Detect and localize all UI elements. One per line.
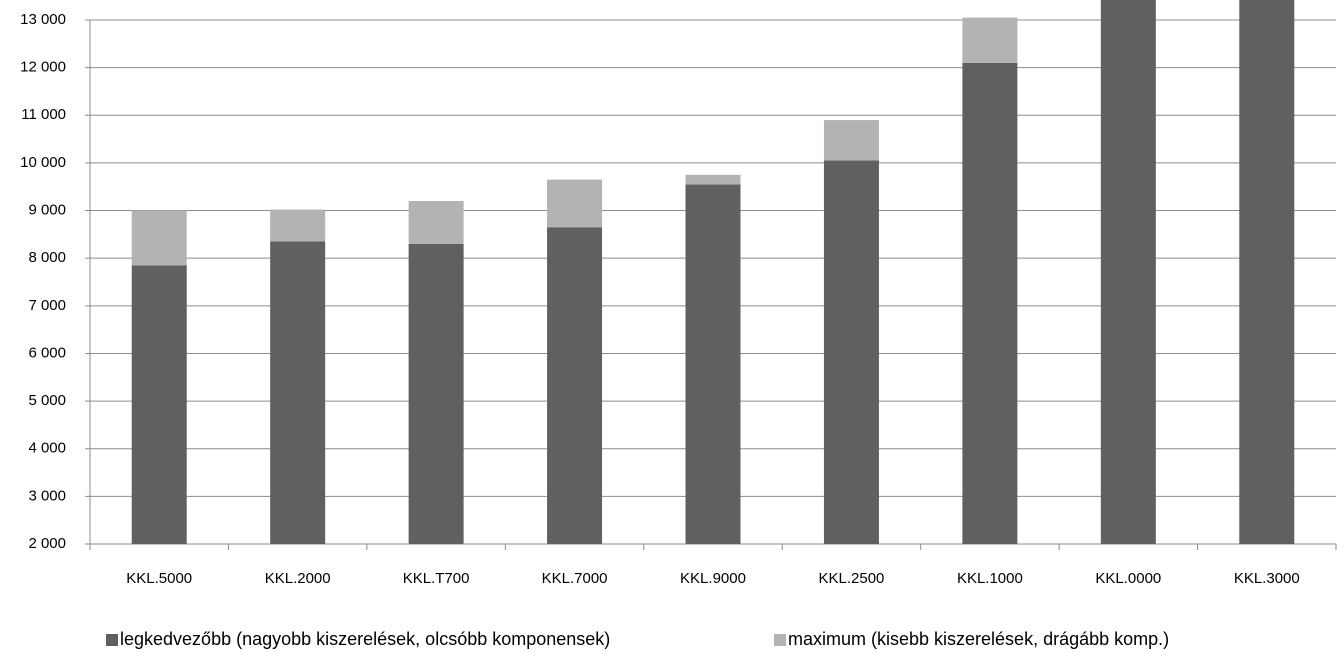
y-tick-label: 12 000 [20,59,66,76]
bar-segment [547,179,603,228]
legend-swatch [774,634,786,646]
bar-segment [1100,0,1156,544]
y-tick-label: 10 000 [20,154,66,171]
x-tick-label: KKL.5000 [126,570,192,587]
bar-segment [131,265,187,544]
x-tick-label: KKL.1000 [957,570,1023,587]
bar-segment [1239,0,1295,544]
x-tick-label: KKL.3000 [1234,570,1300,587]
bar-segment [962,62,1018,544]
bar-segment [962,17,1018,63]
bar-segment [685,174,741,185]
bar-segment [131,210,187,266]
y-tick-label: 8 000 [28,249,66,266]
bar-segment [408,243,464,544]
y-tick-label: 9 000 [28,202,66,219]
y-tick-label: 13 000 [20,11,66,28]
y-tick-label: 11 000 [21,106,66,123]
legend-label: legkedvezőbb (nagyobb kiszerelések, olcs… [120,629,610,649]
x-tick-label: KKL.7000 [542,570,608,587]
y-tick-label: 5 000 [28,392,66,409]
legend-label: maximum (kisebb kiszerelések, drágább ko… [788,629,1169,649]
bar-segment [823,160,879,544]
y-tick-label: 3 000 [28,487,66,504]
y-tick-label: 4 000 [28,440,66,457]
x-tick-label: KKL.2500 [818,570,884,587]
bar-segment [270,241,326,544]
y-tick-label: 7 000 [28,297,66,314]
legend-swatch [106,634,118,646]
bar-segment [685,184,741,544]
x-tick-label: KKL.9000 [680,570,746,587]
bar-segment [408,201,464,244]
x-tick-label: KKL.2000 [265,570,331,587]
bar-segment [270,209,326,242]
y-tick-label: 2 000 [28,535,66,552]
bar-segment [823,120,879,161]
x-tick-label: KKL.T700 [403,570,470,587]
bar-segment [547,227,603,544]
y-tick-label: 6 000 [28,344,66,361]
x-tick-label: KKL.0000 [1095,570,1161,587]
